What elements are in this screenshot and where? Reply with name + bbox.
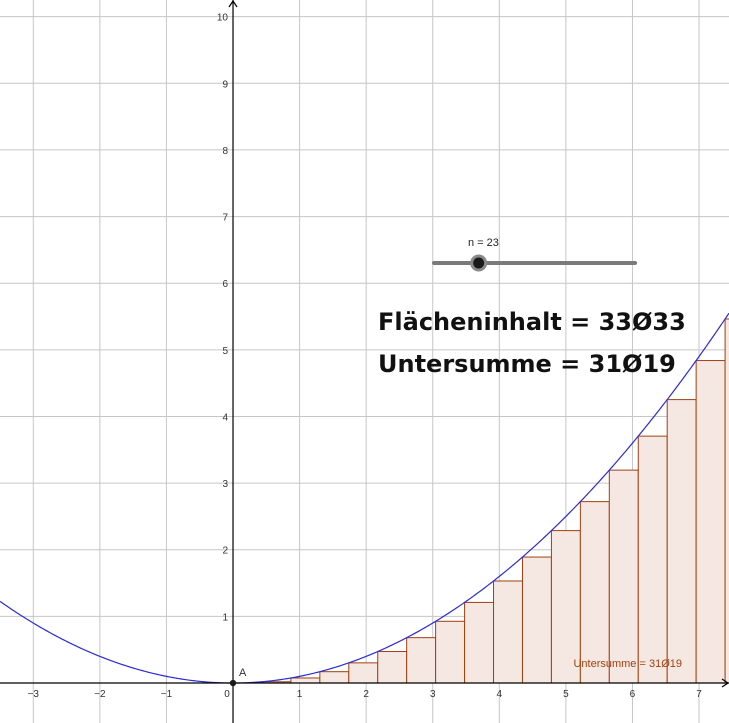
area-result-text: Flächeninhalt = 33Ø33 (378, 308, 686, 336)
y-tick-label: 1 (222, 612, 228, 623)
lower-sum-bar (493, 580, 523, 684)
lower-sum-bar (521, 556, 552, 684)
lower-sum-bar (377, 651, 408, 684)
lower-sum-bar (666, 399, 697, 684)
lower-sum-bar (319, 671, 350, 684)
y-tick-label: 10 (217, 13, 229, 24)
y-axis-arrow (228, 0, 238, 8)
point-a[interactable] (229, 679, 237, 687)
tick-labels: −3 −2 −1 0 1 2 3 4 5 6 7 1 2 3 4 5 6 7 8 9 10 (28, 13, 703, 700)
x-tick-label: 6 (630, 689, 636, 700)
x-tick-label: 3 (430, 689, 436, 700)
x-tick-label: 2 (363, 689, 369, 700)
y-tick-label: 7 (222, 213, 228, 224)
lower-sum-result-text: Untersumme = 31Ø19 (378, 350, 676, 378)
lower-sum-bar (579, 501, 610, 684)
lower-sum-bar (724, 318, 729, 684)
slider-label: n = 23 (468, 237, 499, 249)
lower-sum-rectangles (261, 318, 729, 684)
n-slider[interactable]: n = 23 (432, 237, 637, 272)
slider-knob[interactable] (470, 254, 488, 272)
x-tick-label: 7 (696, 689, 702, 700)
lower-sum-bar (695, 360, 726, 684)
x-tick-label: −1 (161, 689, 173, 700)
y-tick-label: 8 (222, 146, 228, 157)
x-tick-label: 1 (297, 689, 303, 700)
y-tick-label: 4 (222, 412, 228, 423)
x-tick-label: 4 (497, 689, 503, 700)
y-tick-label: 5 (222, 346, 228, 357)
x-tick-label: 0 (224, 689, 230, 700)
lower-sum-bar (290, 677, 321, 684)
lower-sum-bar (406, 637, 437, 684)
point-a-label: A (239, 667, 247, 679)
y-tick-label: 9 (222, 79, 228, 90)
y-tick-label: 3 (222, 479, 228, 490)
lower-sum-bar (637, 435, 668, 684)
lower-sum-bar (464, 601, 495, 684)
x-axis-arrow (721, 678, 729, 688)
parabola-curve[interactable] (0, 312, 729, 684)
lower-sum-bar (608, 469, 639, 684)
y-tick-label: 6 (222, 279, 228, 290)
lower-sum-bar (348, 662, 379, 684)
x-tick-label: −2 (94, 689, 106, 700)
lower-sum-annotation: Untersumme = 31Ø19 (573, 658, 682, 670)
y-tick-label: 2 (222, 546, 228, 557)
lower-sum-bar (435, 620, 466, 684)
x-tick-label: 5 (563, 689, 569, 700)
x-tick-label: −3 (28, 689, 40, 700)
